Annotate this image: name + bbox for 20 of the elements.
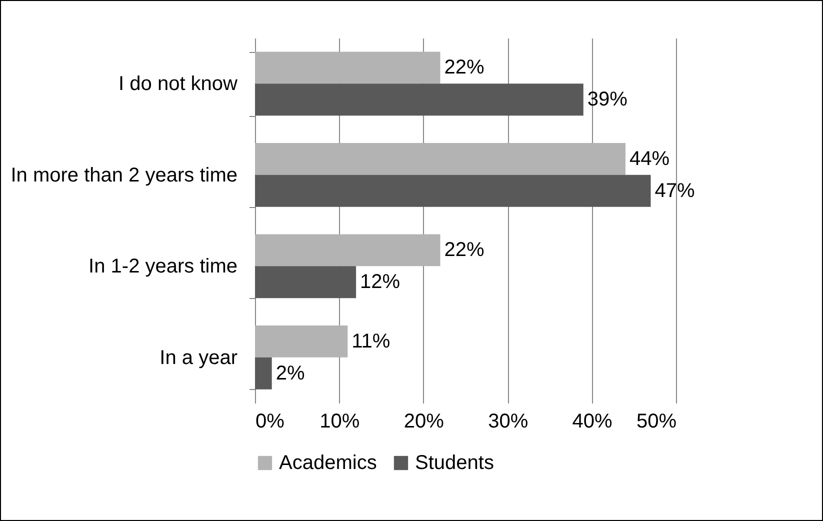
data-label: 22% [444,239,484,262]
y-tick-label: In more than 2 years time [10,164,238,186]
y-tick-label: In a year [160,346,238,369]
data-label: 39% [587,88,628,111]
x-tick-label: 20% [404,410,444,432]
x-tick-label: 10% [320,410,360,432]
data-label: 12% [360,271,400,294]
data-label: 22% [444,56,484,79]
y-tick-label: I do not know [118,73,238,96]
data-label: 2% [276,362,305,384]
data-label: 11% [352,330,390,352]
x-tick-label: 30% [488,410,528,432]
x-tick-label: 40% [572,410,613,432]
x-tick-label: 50% [636,410,677,432]
legend-label: Students [415,452,494,474]
y-tick-label: In 1-2 years time [88,256,238,278]
data-label: 44% [629,148,670,170]
x-tick-label: 0% [256,410,285,432]
data-label: 47% [654,180,695,202]
legend-label: Academics [279,452,377,474]
